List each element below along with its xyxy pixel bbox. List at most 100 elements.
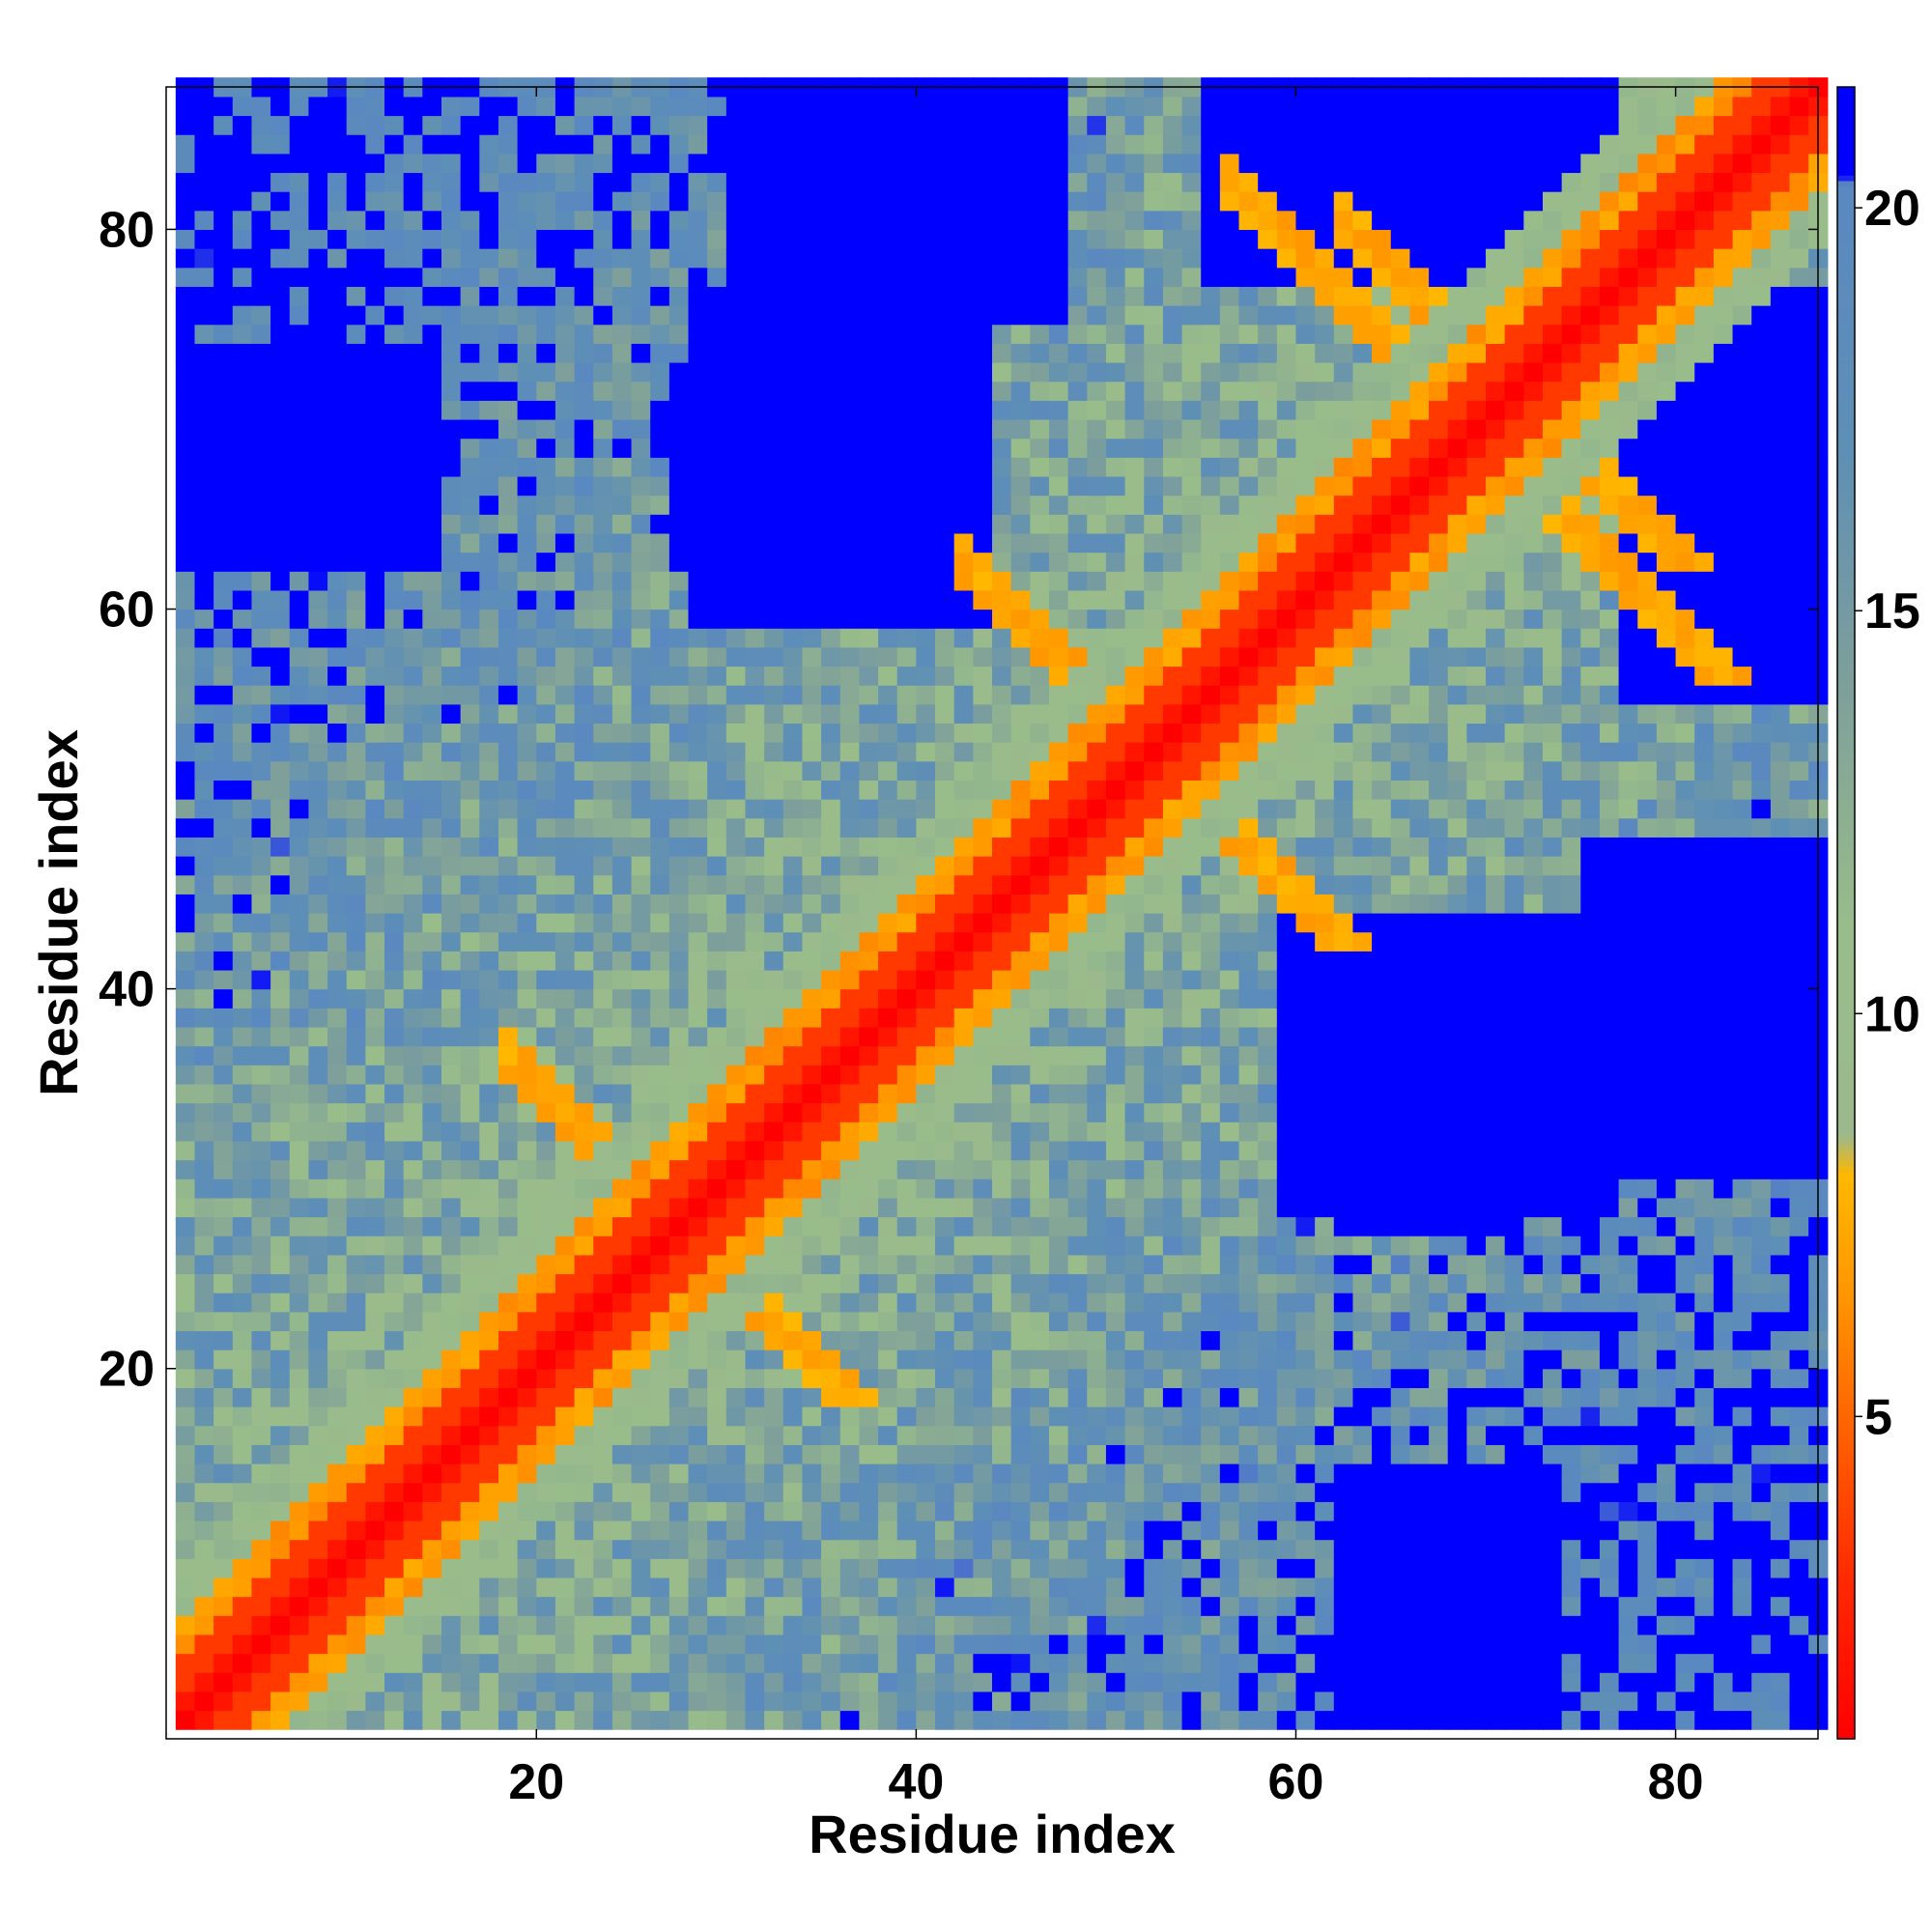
heatmap-cell [782, 381, 804, 401]
heatmap-cell [574, 1406, 594, 1427]
heatmap-cell [384, 324, 405, 344]
heatmap-cell [821, 1045, 841, 1065]
heatmap-cell [441, 267, 462, 287]
heatmap-cell [802, 571, 822, 591]
heatmap-cell [497, 1501, 519, 1521]
heatmap-cell [536, 1197, 556, 1218]
heatmap-cell [650, 1482, 670, 1502]
heatmap-cell [992, 229, 1012, 249]
heatmap-cell [953, 1444, 974, 1464]
heatmap-cell [821, 1520, 841, 1541]
heatmap-cell [1144, 1140, 1164, 1161]
heatmap-cell [1067, 324, 1088, 344]
heatmap-cell [593, 1653, 613, 1673]
heatmap-cell [270, 685, 291, 705]
heatmap-cell [251, 229, 271, 249]
heatmap-cell [1087, 153, 1107, 174]
heatmap-cell [1087, 1311, 1107, 1332]
heatmap-cell [992, 343, 1012, 363]
heatmap-cell [1067, 381, 1088, 401]
heatmap-cell [289, 1444, 310, 1464]
heatmap-cell [365, 305, 385, 326]
heatmap-cell [1105, 1236, 1126, 1256]
heatmap-cell [916, 1236, 936, 1256]
heatmap-cell [308, 172, 328, 192]
heatmap-cell [859, 1311, 879, 1332]
heatmap-cell [497, 1558, 519, 1578]
heatmap-cell [289, 1596, 310, 1616]
heatmap-cell [593, 1008, 613, 1028]
heatmap-cell [1181, 931, 1202, 952]
heatmap-cell [764, 1350, 784, 1370]
heatmap-cell [497, 552, 519, 572]
heatmap-cell [916, 514, 936, 534]
heatmap-cell [384, 1008, 405, 1028]
heatmap-cell [441, 172, 462, 192]
heatmap-cell [745, 305, 765, 326]
heatmap-cell [194, 1482, 214, 1502]
heatmap-cell [308, 418, 328, 440]
heatmap-cell [536, 418, 556, 440]
heatmap-cell [1201, 438, 1221, 458]
heatmap-cell [593, 305, 613, 326]
heatmap-cell [1105, 1406, 1126, 1427]
heatmap-cell [194, 1406, 214, 1427]
heatmap-cell [593, 1102, 613, 1122]
heatmap-cell [346, 1102, 366, 1122]
heatmap-cell [953, 703, 974, 724]
heatmap-cell [479, 1254, 499, 1275]
heatmap-cell [232, 856, 253, 876]
heatmap-cell [839, 1293, 861, 1313]
heatmap-cell [745, 1293, 765, 1313]
heatmap-cell [1124, 703, 1145, 724]
heatmap-cell [668, 96, 690, 117]
heatmap-cell [497, 115, 519, 135]
heatmap-cell [859, 856, 879, 876]
heatmap-cell [878, 1387, 898, 1407]
heatmap-cell [574, 1236, 594, 1256]
heatmap-cell [1105, 969, 1126, 990]
heatmap-cell [953, 324, 974, 344]
heatmap-cell [308, 552, 328, 572]
heatmap-cell [668, 1710, 690, 1730]
heatmap-cell [1162, 1083, 1183, 1104]
heatmap-cell [688, 96, 708, 117]
heatmap-cell [1162, 1406, 1183, 1427]
heatmap-cell [308, 1236, 328, 1256]
heatmap-cell [707, 1102, 727, 1122]
heatmap-cell [1124, 589, 1145, 611]
heatmap-cell [839, 1350, 861, 1370]
heatmap-cell [1201, 532, 1221, 554]
heatmap-cell [973, 267, 993, 287]
heatmap-cell [992, 951, 1012, 971]
heatmap-cell [384, 1083, 405, 1104]
heatmap-cell [878, 1482, 898, 1502]
heatmap-cell [574, 96, 594, 117]
heatmap-cell [536, 191, 556, 212]
heatmap-cell [1048, 760, 1069, 781]
heatmap-cell [935, 799, 955, 819]
heatmap-cell [764, 1615, 784, 1635]
heatmap-cell [707, 1179, 727, 1199]
heatmap-cell [896, 589, 917, 611]
heatmap-cell [821, 571, 841, 591]
heatmap-cell [953, 1368, 974, 1388]
heatmap-cell [517, 248, 537, 269]
heatmap-cell [611, 248, 633, 269]
heatmap-cell [1201, 305, 1221, 326]
heatmap-cell [1124, 438, 1145, 458]
heatmap-cell [384, 457, 405, 477]
heatmap-cell [1105, 1463, 1126, 1484]
heatmap-cell [1087, 646, 1107, 668]
heatmap-cell [1067, 1634, 1088, 1655]
heatmap-cell [365, 1368, 385, 1388]
heatmap-cell [213, 248, 234, 269]
heatmap-cell [1105, 96, 1126, 117]
heatmap-cell [896, 210, 917, 231]
heatmap-cell [1201, 153, 1221, 174]
heatmap-cell [232, 475, 253, 497]
heatmap-cell [650, 381, 670, 401]
heatmap-cell [839, 381, 861, 401]
heatmap-cell [422, 438, 442, 458]
heatmap-cell [327, 1482, 348, 1502]
